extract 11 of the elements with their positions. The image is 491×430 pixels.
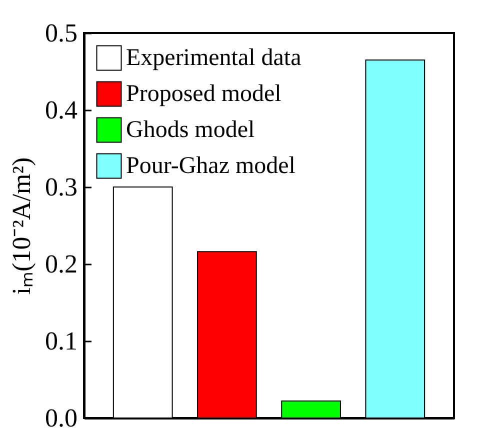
y-tick-label: 0.2 [45, 250, 78, 278]
y-tick-label: 0.5 [45, 18, 78, 48]
legend-label: Experimental data [126, 45, 302, 71]
y-tick-label: 0.1 [45, 326, 78, 356]
y-tick-label: 0.4 [45, 96, 78, 124]
y-tick-label: 0.0 [45, 404, 78, 430]
y-axis-title: iₘ(10⁻²A/m²) [7, 157, 36, 295]
legend-label: Proposed model [126, 81, 282, 107]
legend-label: Pour-Ghaz model [126, 153, 296, 179]
y-tick-label: 0.3 [45, 172, 78, 202]
legend-label: Ghods model [126, 117, 255, 143]
